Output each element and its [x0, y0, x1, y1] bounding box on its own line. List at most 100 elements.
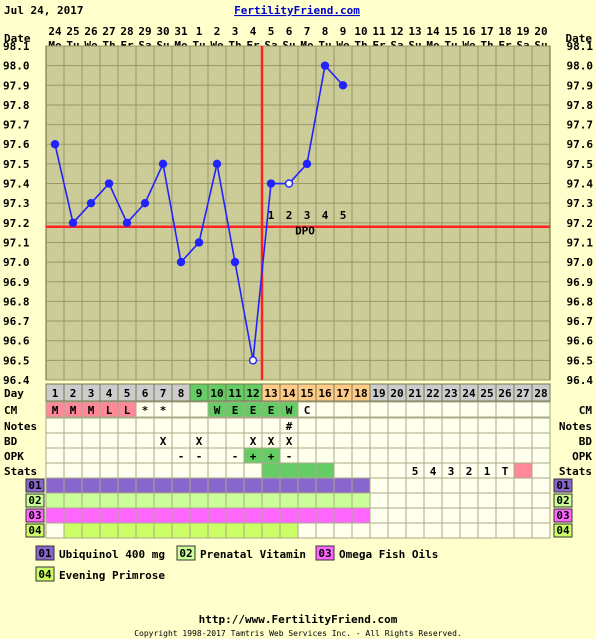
opk-row-label: OPK [4, 450, 24, 463]
opk-cell [81, 447, 101, 464]
cycle-day-number: 15 [300, 387, 313, 400]
med-cell [387, 492, 407, 509]
cycle-day-cell [531, 383, 551, 402]
stats-cell [531, 462, 551, 479]
med-cell [405, 522, 425, 539]
date-tick: 9 [340, 25, 347, 38]
stats-cell [351, 462, 371, 479]
med-cell [297, 507, 317, 524]
cm-value: W [214, 404, 221, 417]
opk-cell [477, 447, 497, 464]
bd-cell [99, 432, 119, 449]
notes-cell [513, 417, 533, 434]
temperature-point [140, 198, 150, 208]
cm-cell [351, 401, 371, 418]
cycle-day-number: 2 [70, 387, 77, 400]
temperature-point [212, 159, 222, 169]
med-cell [387, 507, 407, 524]
med-cell [405, 477, 425, 494]
opk-cell [315, 447, 335, 464]
cycle-day-number: 19 [372, 387, 385, 400]
med-cell [279, 507, 299, 524]
med-cell [315, 492, 335, 509]
notes-cell [153, 417, 173, 434]
stats-value: 1 [484, 465, 491, 478]
bd-cell [477, 432, 497, 449]
opk-cell [495, 447, 515, 464]
footer-url[interactable]: http://www.FertilityFriend.com [199, 613, 398, 626]
med-cell [135, 477, 155, 494]
notes-cell [387, 417, 407, 434]
med-cell [369, 477, 389, 494]
date-tick: 25 [66, 25, 79, 38]
bd-cell [297, 432, 317, 449]
y-tick-label-right: 97.6 [567, 138, 594, 151]
med-cell [387, 477, 407, 494]
med-code-box [25, 508, 45, 523]
y-tick-label-right: 96.7 [567, 315, 594, 328]
y-tick-label-right: 96.5 [567, 354, 594, 367]
cm-cell [189, 401, 209, 418]
cm-cell [369, 401, 389, 418]
notes-cell [45, 417, 65, 434]
bd-value: X [286, 435, 293, 448]
cm-cell [513, 401, 533, 418]
site-link[interactable]: FertilityFriend.com [234, 4, 360, 17]
med-cell [81, 522, 101, 539]
med-cell [243, 477, 263, 494]
med-code: 02 [28, 494, 41, 507]
notes-cell [315, 417, 335, 434]
bd-row-label-right: BD [579, 435, 593, 448]
stats-cell [369, 462, 389, 479]
med-cell [459, 477, 479, 494]
med-code-box-right [553, 523, 573, 538]
stats-value: 3 [448, 465, 455, 478]
bd-cell [441, 432, 461, 449]
cycle-day-number: 7 [160, 387, 167, 400]
date-tick: 15 [444, 25, 457, 38]
opk-cell [297, 447, 317, 464]
temperature-point [68, 218, 78, 228]
cycle-day-number: 1 [52, 387, 59, 400]
med-cell [261, 522, 281, 539]
stats-cell [387, 462, 407, 479]
cycle-day-number: 25 [480, 387, 493, 400]
med-cell [207, 477, 227, 494]
legend-code: 02 [179, 547, 192, 560]
med-cell [531, 477, 551, 494]
stats-row-label: Stats [4, 465, 37, 478]
med-cell [333, 507, 353, 524]
cm-value: C [304, 404, 311, 417]
cm-row-label: CM [4, 404, 18, 417]
cycle-day-number: 16 [318, 387, 332, 400]
med-code-box-right [553, 493, 573, 508]
med-cell [405, 507, 425, 524]
med-cell [459, 492, 479, 509]
cm-cell [441, 401, 461, 418]
cycle-day-number: 11 [228, 387, 242, 400]
med-cell [279, 477, 299, 494]
opk-value: + [250, 450, 257, 463]
notes-cell [531, 417, 551, 434]
notes-cell [297, 417, 317, 434]
med-cell [45, 492, 65, 509]
notes-cell [459, 417, 479, 434]
cm-cell [315, 401, 335, 418]
med-code: 01 [28, 479, 42, 492]
med-cell [369, 492, 389, 509]
y-tick-label: 97.3 [3, 197, 30, 210]
cm-value: * [142, 404, 149, 417]
cycle-day-number: 24 [462, 387, 476, 400]
date-tick: 6 [286, 25, 293, 38]
y-tick-label: 97.6 [3, 138, 30, 151]
date-tick: 31 [174, 25, 188, 38]
y-tick-label-right: 97.3 [567, 197, 594, 210]
date-tick: 20 [534, 25, 547, 38]
bd-cell [369, 432, 389, 449]
cycle-day-number: 26 [498, 387, 512, 400]
opk-value: - [178, 450, 185, 463]
date-tick: 7 [304, 25, 311, 38]
med-cell [405, 492, 425, 509]
med-code: 03 [28, 509, 41, 522]
